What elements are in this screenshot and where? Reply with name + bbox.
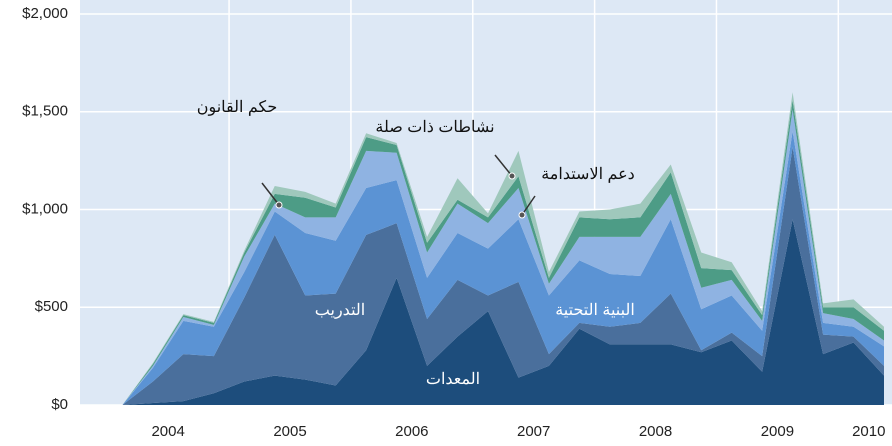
x-tick-label: 2005: [273, 423, 306, 440]
series-label: دعم الاستدامة: [541, 166, 635, 183]
y-tick-label: $2,000: [22, 5, 68, 22]
series-label: المعدات: [426, 371, 480, 388]
series-label: التدريب: [315, 302, 365, 319]
x-tick-label: 2009: [761, 423, 794, 440]
x-tick-label: 2004: [151, 423, 184, 440]
x-tick-label: 2010: [852, 423, 885, 440]
series-label: نشاطات ذات صلة: [375, 119, 494, 136]
x-tick-label: 2007: [517, 423, 550, 440]
series-label: البنية التحتية: [555, 302, 635, 319]
leader-line: [521, 195, 536, 216]
area: [92, 109, 884, 406]
leader-line: [261, 182, 280, 206]
area: [92, 219, 884, 405]
y-tick-label: $0: [51, 396, 68, 413]
leader-dot: [275, 201, 283, 209]
leader-line: [494, 154, 513, 177]
y-tick-label: $1,000: [22, 200, 68, 217]
leader-dot: [508, 172, 516, 180]
y-tick-label: $1,500: [22, 103, 68, 120]
x-tick-label: 2008: [639, 423, 672, 440]
area: [92, 146, 884, 405]
x-tick-label: 2006: [395, 423, 428, 440]
y-tick-label: $500: [35, 298, 68, 315]
area: [92, 131, 884, 406]
leader-dot: [518, 211, 526, 219]
series-label: حكم القانون: [197, 99, 278, 116]
